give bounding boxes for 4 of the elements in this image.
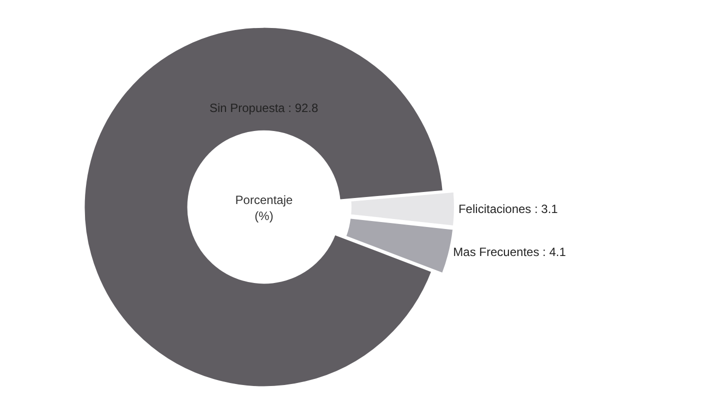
text: Porcentaje (%) — [235, 193, 293, 223]
slice-label: Mas Frecuentes : 4.1 — [453, 245, 566, 260]
slice-label: Felicitaciones : 3.1 — [458, 202, 558, 216]
slice-label: Sin Propuesta : 92.8 — [209, 100, 319, 115]
